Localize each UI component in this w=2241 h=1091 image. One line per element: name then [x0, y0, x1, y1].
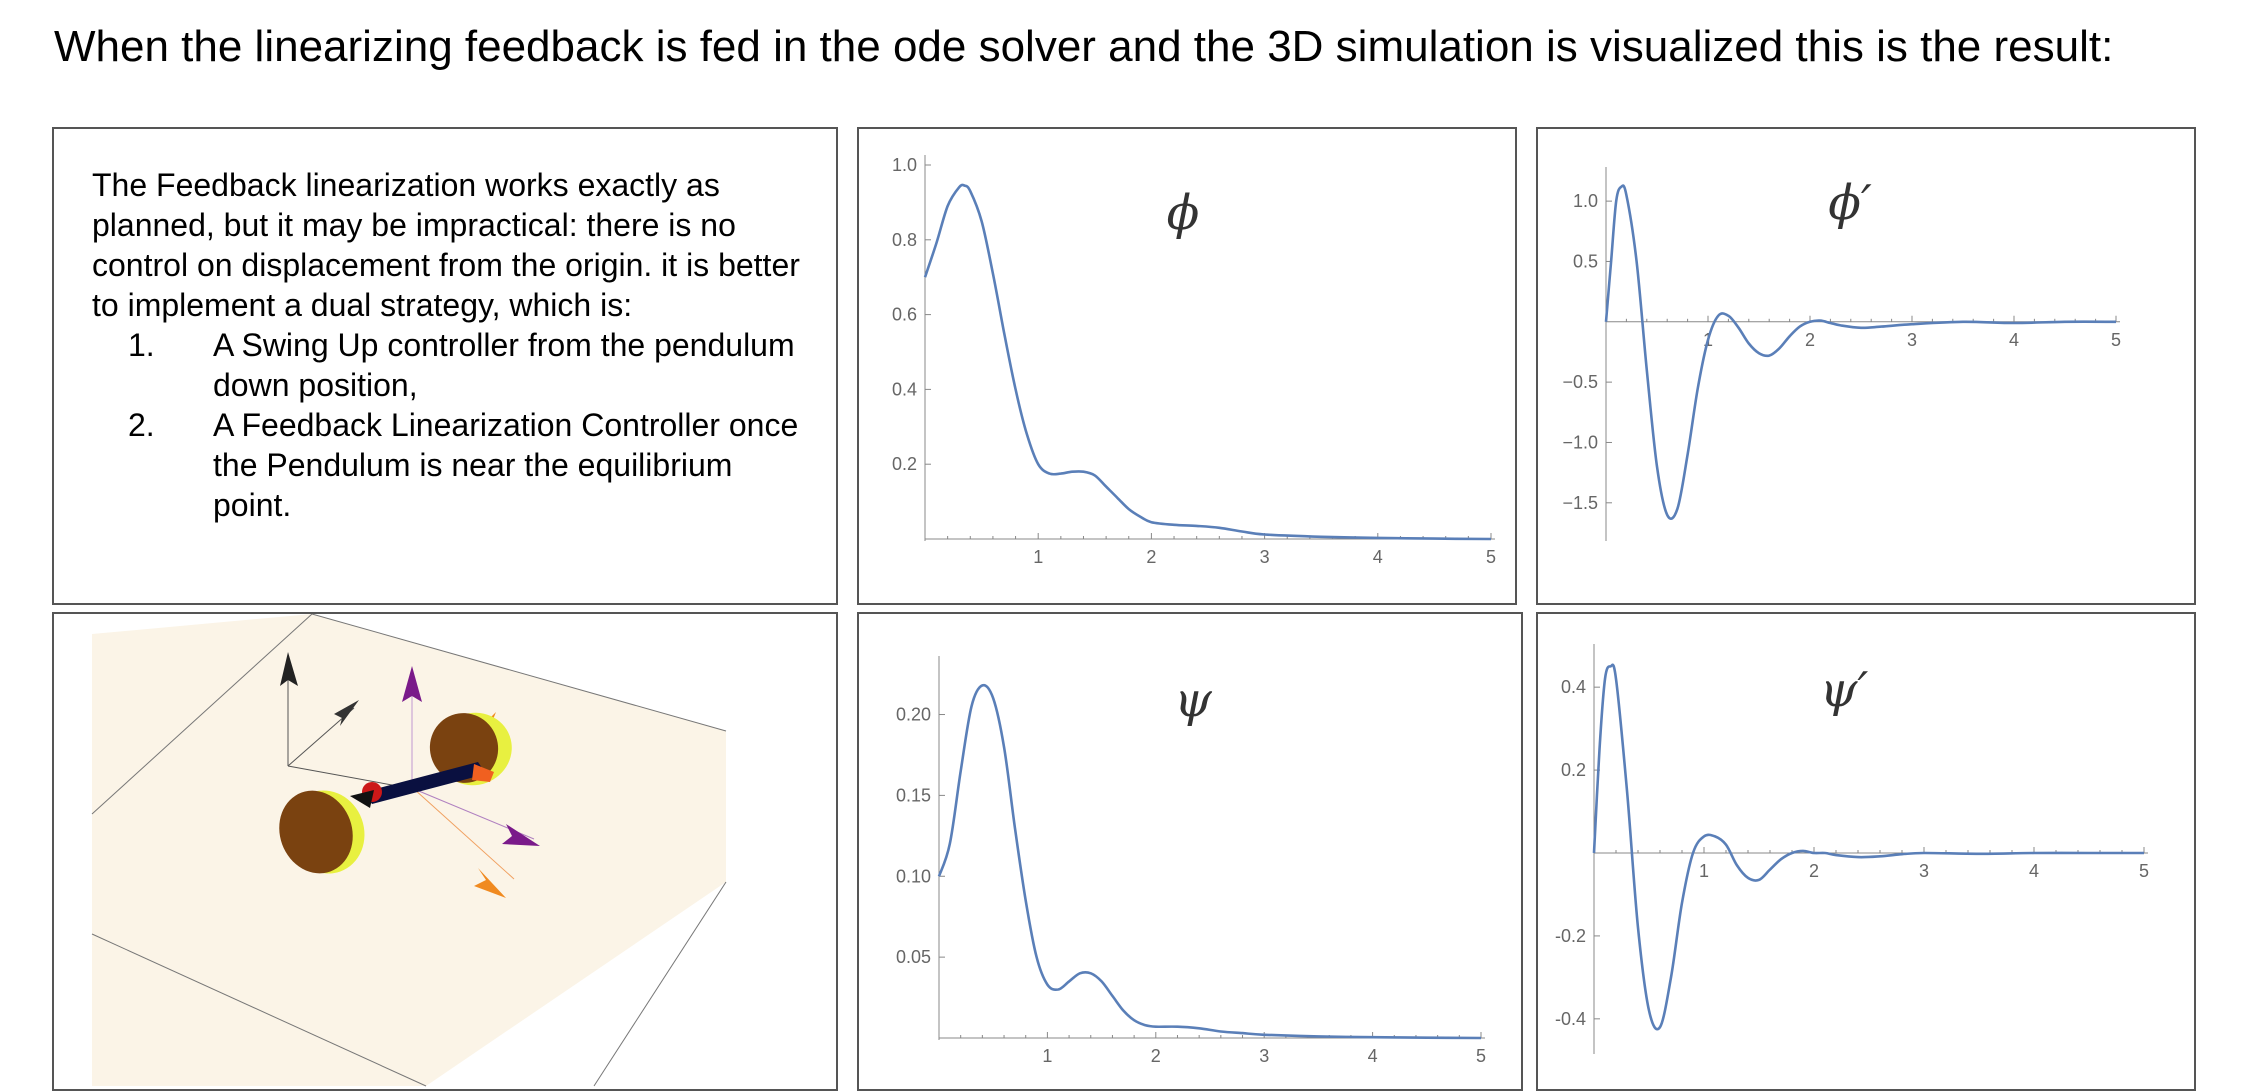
left-wheel — [279, 790, 365, 874]
ground-plane — [92, 614, 726, 1086]
chart-psi-dot-plot: 1 2 3 4 5 -0.4 -0.2 0.2 0.4 ψ′ — [1555, 644, 2149, 1054]
simulation-panel — [52, 612, 838, 1091]
chart-title: ψ′ — [1820, 662, 1869, 718]
x-tick-label: 5 — [1486, 547, 1496, 567]
chart-psi-plot: 1 2 3 4 5 0.05 0.10 0.15 0.20 ψ — [896, 656, 1486, 1066]
y-tick-label: 0.10 — [896, 866, 931, 886]
orange-down-arrow-icon — [474, 868, 506, 898]
y-tick-label: 0.4 — [1561, 677, 1586, 697]
y-tick-label: 0.4 — [892, 379, 917, 399]
ground-edge — [91, 614, 313, 815]
x-tick-label: 5 — [2111, 330, 2121, 350]
x-tick-label: 2 — [1146, 547, 1156, 567]
x-tick-label: 4 — [1373, 547, 1383, 567]
list-item-text: A Swing Up controller from the pendulum … — [213, 327, 795, 403]
series-line — [1604, 184, 2117, 520]
y-tick-label: 0.20 — [896, 705, 931, 725]
x-tick-label: 5 — [1476, 1046, 1486, 1066]
series-line — [1592, 663, 2144, 1031]
description-text: The Feedback linearization works exactly… — [92, 165, 812, 525]
y-tick-label: 0.2 — [892, 454, 917, 474]
chart-title: ϕ — [1167, 185, 1200, 241]
x-tick-label: 1 — [1042, 1046, 1052, 1066]
x-tick-label: 2 — [1151, 1046, 1161, 1066]
x-tick-label: 3 — [1919, 861, 1929, 881]
x-tick-label: 4 — [2029, 861, 2039, 881]
x-tick-label: 4 — [2009, 330, 2019, 350]
ground-edge — [593, 881, 727, 1087]
y-tick-label: 0.8 — [892, 230, 917, 250]
series-line — [923, 183, 1492, 541]
pendulum-rod — [364, 762, 486, 804]
simulation-3d-view — [91, 614, 727, 1087]
chart-phi: 1 2 3 4 5 0.2 0.4 0.6 0.8 1.0 ϕ — [857, 127, 1517, 605]
y-tick-label: 0.5 — [1573, 251, 1598, 271]
y-tick-label: −1.5 — [1562, 493, 1598, 513]
world-z-arrow-icon — [280, 652, 298, 686]
y-tick-label: -0.2 — [1555, 926, 1586, 946]
x-tick-label: 1 — [1699, 861, 1709, 881]
list-item: 2. A Feedback Linearization Controller o… — [92, 405, 812, 525]
y-tick-label: 0.05 — [896, 947, 931, 967]
ground-edge — [91, 933, 427, 1087]
y-tick-label: 0.6 — [892, 305, 917, 325]
black-small-arrow-icon — [350, 790, 374, 808]
x-tick-label: 1 — [1033, 547, 1043, 567]
right-wheel — [429, 712, 512, 786]
chart-phi-dot: 1 2 3 4 5 −1.5 −1.0 −0.5 0.5 1.0 ϕ′ — [1536, 127, 2196, 605]
x-tick-label: 3 — [1907, 330, 1917, 350]
y-tick-label: 1.0 — [1573, 191, 1598, 211]
x-tick-label: 2 — [1809, 861, 1819, 881]
axis-line — [413, 788, 515, 880]
description-panel: The Feedback linearization works exactly… — [52, 127, 838, 605]
chart-title: ϕ′ — [1828, 175, 1872, 231]
world-y-arrow-icon — [334, 700, 359, 726]
y-tick-label: −0.5 — [1562, 372, 1598, 392]
chart-title: ψ — [1174, 672, 1213, 728]
x-tick-label: 5 — [2139, 861, 2149, 881]
y-tick-label: 0.15 — [896, 785, 931, 805]
purple-up-arrow-icon — [402, 666, 422, 702]
x-tick-label: 4 — [1368, 1046, 1378, 1066]
chart-phi-dot-plot: 1 2 3 4 5−1.5−1.0−0.50.51.0 ϕ′ — [1562, 167, 2121, 541]
list-item-text: A Feedback Linearization Controller once… — [213, 407, 799, 523]
x-tick-label: 2 — [1805, 330, 1815, 350]
ground-edge — [311, 614, 727, 732]
x-tick-label: 3 — [1259, 1046, 1269, 1066]
y-tick-label: -0.4 — [1555, 1009, 1586, 1029]
y-tick-label: −1.0 — [1562, 432, 1598, 452]
y-tick-label: 1.0 — [892, 155, 917, 175]
y-tick-label: 0.2 — [1561, 760, 1586, 780]
chart-psi-dot: 1 2 3 4 5 -0.4 -0.2 0.2 0.4 ψ′ — [1536, 612, 2196, 1091]
chart-phi-plot: 1 2 3 4 5 0.2 0.4 0.6 0.8 1.0 ϕ — [892, 155, 1496, 567]
list-item-number: 2. — [128, 407, 155, 443]
strategy-list: 1. A Swing Up controller from the pendul… — [92, 325, 812, 525]
chart-psi: 1 2 3 4 5 0.05 0.10 0.15 0.20 ψ — [857, 612, 1523, 1091]
description-intro: The Feedback linearization works exactly… — [92, 167, 800, 323]
list-item: 1. A Swing Up controller from the pendul… — [92, 325, 812, 405]
page-title: When the linearizing feedback is fed in … — [54, 22, 2114, 71]
x-tick-label: 3 — [1260, 547, 1270, 567]
purple-side-arrow-icon — [502, 824, 540, 846]
pendulum-tip — [472, 764, 494, 782]
list-item-number: 1. — [128, 327, 155, 363]
series-line — [937, 683, 1482, 1040]
